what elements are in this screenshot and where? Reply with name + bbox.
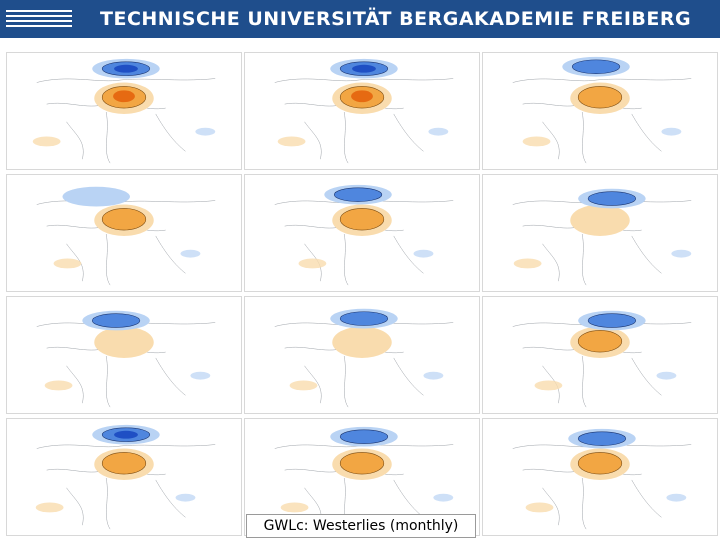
negative-anomaly-contour	[62, 186, 130, 207]
positive-anomaly-contour	[94, 82, 154, 114]
positive-anomaly-contour	[570, 204, 630, 236]
positive-anomaly-contour	[332, 204, 392, 236]
anomaly-map-panel	[482, 174, 718, 292]
minor-positive-patch	[534, 380, 563, 391]
minor-positive-patch	[53, 258, 82, 269]
minor-positive-patch	[44, 380, 73, 391]
positive-anomaly-contour	[94, 326, 154, 358]
minor-positive-patch	[525, 502, 554, 513]
minor-positive-patch	[298, 258, 327, 269]
minor-negative-patch	[433, 493, 454, 502]
minor-positive-patch	[513, 258, 542, 269]
minor-negative-patch	[180, 249, 201, 258]
negative-anomaly-contour	[578, 188, 646, 209]
positive-anomaly-contour	[570, 326, 630, 358]
university-title: TECHNISCHE UNIVERSITÄT BERGAKADEMIE FREI…	[100, 8, 692, 30]
positive-anomaly-contour	[332, 326, 392, 358]
negative-anomaly-contour	[330, 426, 398, 447]
negative-anomaly-contour	[330, 308, 398, 329]
anomaly-map-panel	[6, 52, 242, 170]
minor-negative-patch	[423, 371, 444, 380]
positive-anomaly-contour	[94, 448, 154, 480]
minor-negative-patch	[413, 249, 434, 258]
anomaly-map-panel	[6, 174, 242, 292]
positive-anomaly-contour	[94, 204, 154, 236]
minor-negative-patch	[428, 127, 449, 136]
minor-positive-patch	[35, 502, 64, 513]
negative-anomaly-contour	[324, 184, 392, 205]
negative-anomaly-contour	[578, 310, 646, 331]
header-banner: TECHNISCHE UNIVERSITÄT BERGAKADEMIE FREI…	[0, 0, 720, 38]
negative-anomaly-contour	[330, 58, 398, 79]
negative-anomaly-contour	[92, 58, 160, 79]
slide-caption: GWLc: Westerlies (monthly)	[246, 514, 476, 538]
negative-anomaly-contour	[92, 424, 160, 445]
positive-anomaly-contour	[332, 82, 392, 114]
minor-positive-patch	[280, 502, 309, 513]
positive-anomaly-contour	[570, 448, 630, 480]
composite-map-grid	[0, 46, 720, 540]
minor-positive-patch	[32, 136, 61, 147]
university-logo-icon	[6, 10, 72, 30]
minor-positive-patch	[522, 136, 551, 147]
anomaly-map-panel	[482, 296, 718, 414]
anomaly-map-panel	[6, 296, 242, 414]
negative-anomaly-contour	[82, 310, 150, 331]
positive-anomaly-contour	[332, 448, 392, 480]
anomaly-map-panel	[482, 52, 718, 170]
anomaly-map-panel	[244, 52, 480, 170]
anomaly-map-panel	[244, 296, 480, 414]
anomaly-map-panel	[6, 418, 242, 536]
negative-anomaly-contour	[562, 56, 630, 77]
minor-negative-patch	[671, 249, 692, 258]
minor-negative-patch	[661, 127, 682, 136]
anomaly-map-panel	[244, 174, 480, 292]
minor-negative-patch	[666, 493, 687, 502]
minor-positive-patch	[289, 380, 318, 391]
minor-negative-patch	[175, 493, 196, 502]
negative-anomaly-contour	[568, 428, 636, 449]
positive-anomaly-contour	[570, 82, 630, 114]
anomaly-map-panel	[482, 418, 718, 536]
minor-negative-patch	[190, 371, 211, 380]
minor-negative-patch	[195, 127, 216, 136]
minor-negative-patch	[656, 371, 677, 380]
minor-positive-patch	[277, 136, 306, 147]
